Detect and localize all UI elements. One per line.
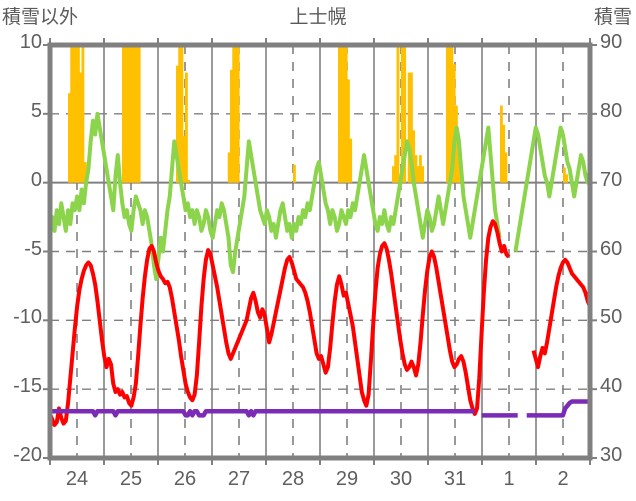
precipitation-bar — [410, 72, 413, 183]
precipitation-bar — [565, 174, 569, 183]
precipitation-bar — [232, 45, 236, 183]
precipitation-bar — [500, 105, 503, 183]
precipitation-bar — [137, 45, 141, 183]
precipitation-bar — [128, 45, 132, 183]
x-axis-tick-label: 24 — [65, 468, 89, 490]
precipitation-bar — [412, 130, 416, 183]
precipitation-bar — [455, 105, 458, 183]
precipitation-bar — [344, 45, 348, 183]
series-line-snow — [526, 399, 590, 418]
precipitation-bar — [502, 124, 506, 183]
precipitation-bar — [74, 45, 78, 183]
y-axis-right-tick-label: 40 — [600, 375, 623, 398]
precipitation-bars — [68, 45, 569, 183]
y-axis-left-tick-label: -10 — [13, 306, 42, 329]
precipitation-bar — [68, 93, 71, 183]
y-axis-left-tick-label: -15 — [13, 375, 42, 398]
precipitation-bar — [452, 64, 456, 183]
precipitation-bar — [448, 45, 452, 183]
series-line-temperature — [531, 257, 592, 370]
precipitation-bar — [83, 162, 87, 183]
precipitation-bar — [72, 45, 76, 183]
y-axis-left-tick-label: -20 — [13, 444, 42, 466]
x-axis-tick-label: 1 — [503, 468, 515, 490]
precipitation-bar — [504, 152, 508, 183]
precipitation-bar — [230, 69, 233, 183]
series-line-humidity — [48, 111, 502, 282]
series-line-temperature — [48, 219, 511, 427]
series-lines — [48, 111, 592, 427]
precipitation-bar — [133, 45, 137, 183]
x-axis-tick-label: 29 — [335, 468, 359, 490]
x-axis-tick-label: 27 — [227, 468, 251, 490]
precipitation-bar — [421, 166, 425, 183]
precipitation-bar — [392, 166, 395, 183]
y-axis-right-tick-label: 60 — [600, 237, 623, 260]
precipitation-bar — [293, 164, 296, 183]
precipitation-bar — [396, 45, 400, 183]
precipitation-bar — [70, 45, 74, 183]
left-axis-header-label: 積雪以外 — [2, 7, 79, 28]
precipitation-bar — [419, 155, 422, 183]
y-axis-left-tick-label: 0 — [30, 168, 42, 191]
precipitation-bar — [347, 79, 350, 183]
y-axis-right-tick-label: 30 — [600, 444, 623, 466]
precipitation-bar — [340, 45, 344, 183]
x-axis-tick-label: 31 — [443, 468, 467, 490]
precipitation-bar — [79, 72, 83, 183]
precipitation-bar — [135, 45, 139, 183]
x-axis-tick-label: 28 — [281, 468, 305, 490]
y-axis-right-tick-label: 70 — [600, 168, 623, 191]
x-axis-tick-label: 2 — [557, 468, 569, 490]
precipitation-bar — [126, 45, 130, 183]
precipitation-bar — [187, 179, 191, 183]
precipitation-bar — [563, 167, 566, 183]
precipitation-bar — [342, 45, 346, 183]
y-axis-right-tick-label: 50 — [600, 306, 623, 329]
precipitation-bar — [131, 45, 134, 183]
x-axis-tick-label: 30 — [389, 468, 413, 490]
precipitation-bar — [394, 155, 398, 183]
y-axis-right-tick-label: 90 — [600, 31, 623, 53]
precipitation-bar — [180, 45, 184, 183]
precipitation-bar — [414, 155, 418, 183]
precipitation-bar — [401, 45, 404, 183]
x-axis-tick-label: 25 — [119, 468, 143, 490]
precipitation-bar — [178, 45, 182, 183]
y-axis-left-tick-label: -5 — [24, 237, 42, 260]
precipitation-bar — [450, 45, 454, 183]
precipitation-bar — [185, 72, 188, 183]
precipitation-bar — [236, 45, 240, 183]
precipitation-bar — [122, 45, 125, 183]
precipitation-bar — [416, 166, 420, 183]
page-title: 上士幌 — [289, 7, 347, 28]
precipitation-bar — [81, 45, 85, 183]
x-axis-tick-label: 26 — [173, 468, 197, 490]
precipitation-bar — [338, 45, 341, 183]
series-line-humidity — [513, 125, 592, 252]
precipitation-bar — [227, 152, 231, 183]
precipitation-bar — [182, 135, 186, 183]
y-axis-left-tick-label: 5 — [30, 99, 42, 122]
precipitation-bar — [403, 45, 407, 183]
precipitation-bar — [124, 45, 128, 183]
precipitation-bar — [234, 45, 238, 183]
series-line-snow — [50, 408, 475, 418]
y-axis-right-tick-label: 80 — [600, 99, 623, 122]
precipitation-bar — [457, 152, 461, 183]
y-axis-left-tick-label: 10 — [19, 31, 42, 53]
axis-ticks — [43, 38, 597, 465]
precipitation-bar — [176, 65, 179, 183]
precipitation-bar — [349, 138, 353, 183]
precipitation-bar — [407, 72, 411, 183]
right-axis-header-label: 積雪 — [593, 7, 632, 28]
precipitation-bar — [446, 45, 449, 183]
precipitation-bar — [77, 45, 80, 183]
